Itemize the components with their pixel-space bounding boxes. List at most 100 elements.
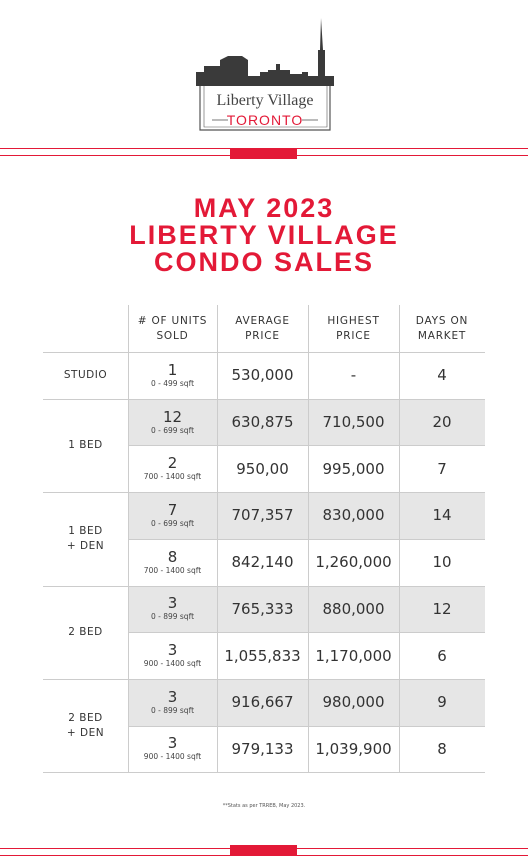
row-shade — [128, 585, 485, 633]
high: 710,500 — [322, 413, 385, 432]
accent — [230, 148, 297, 159]
group-label: 1 BED — [43, 399, 128, 492]
units: 12 — [162, 407, 183, 426]
label-line: 1 BED — [68, 438, 103, 451]
header-line: AVERAGE — [235, 314, 290, 327]
value-cell: 630,875 — [217, 399, 308, 446]
label-line: 2 BED — [68, 625, 103, 638]
avg: 707,357 — [231, 506, 294, 525]
value-cell: 950,00 — [217, 445, 308, 492]
group-label: 2 BED + DEN — [43, 679, 128, 772]
avg: 979,133 — [231, 739, 294, 758]
accent — [230, 845, 297, 856]
value-cell: 1,260,000 — [308, 539, 399, 586]
row-line — [128, 632, 485, 634]
column-header: DAYS ON MARKET — [399, 305, 485, 352]
size: 700 - 1400 sqft — [143, 565, 202, 575]
column-line — [399, 305, 400, 773]
group-label: 1 BED + DEN — [43, 492, 128, 585]
high: 980,000 — [322, 693, 385, 712]
avg: 530,000 — [231, 366, 294, 385]
header-line: HIGHEST — [327, 314, 380, 327]
high: 1,170,000 — [315, 646, 392, 665]
column-header: # OF UNITS SOLD — [128, 305, 217, 352]
days: 9 — [437, 693, 447, 712]
size: 900 - 1400 sqft — [143, 659, 202, 669]
value-cell: 880,000 — [308, 586, 399, 633]
label-line: STUDIO — [63, 368, 108, 381]
high: 995,000 — [322, 459, 385, 478]
units: 3 — [167, 734, 178, 753]
days: 12 — [432, 599, 452, 618]
column-line — [128, 305, 129, 773]
group-line — [43, 585, 485, 587]
units-cell: 3 900 - 1400 sqft — [128, 632, 217, 679]
group-line — [43, 678, 485, 680]
header-line: DAYS ON — [415, 314, 469, 327]
units: 3 — [167, 641, 178, 660]
value-cell: 842,140 — [217, 539, 308, 586]
column-line — [308, 305, 309, 773]
logo: Liberty Village TORONTO — [196, 18, 334, 131]
group-line — [43, 352, 485, 353]
value-cell: - — [308, 352, 399, 399]
value-cell: 1,039,900 — [308, 726, 399, 773]
group-label: STUDIO — [43, 352, 128, 399]
units: 7 — [167, 500, 178, 519]
value-cell: 12 — [399, 586, 485, 633]
value-cell: 830,000 — [308, 492, 399, 539]
units-cell: 12 0 - 699 sqft — [128, 399, 217, 446]
value-cell: 1,055,833 — [217, 632, 308, 679]
logo-name: Liberty Village — [217, 92, 314, 109]
column-header: AVERAGE PRICE — [217, 305, 308, 352]
row-line — [128, 725, 485, 727]
units-cell: 2 700 - 1400 sqft — [128, 445, 217, 492]
group-label: 2 BED — [43, 586, 128, 679]
title-line: MAY 2023 — [193, 193, 335, 223]
value-cell: 995,000 — [308, 445, 399, 492]
size: 0 - 699 sqft — [150, 425, 195, 435]
row-line — [128, 538, 485, 540]
group-line — [43, 492, 485, 494]
avg: 950,00 — [236, 459, 289, 478]
avg: 842,140 — [231, 553, 294, 572]
days: 8 — [437, 739, 447, 758]
size: 900 - 1400 sqft — [143, 752, 202, 762]
units: 3 — [167, 594, 178, 613]
size: 0 - 899 sqft — [150, 612, 195, 622]
avg: 630,875 — [231, 413, 294, 432]
high: - — [350, 366, 357, 385]
value-cell: 8 — [399, 726, 485, 773]
value-cell: 916,667 — [217, 679, 308, 726]
row-line — [128, 445, 485, 447]
high: 1,260,000 — [315, 553, 392, 572]
label-line: + DEN — [66, 726, 105, 739]
value-cell: 14 — [399, 492, 485, 539]
units: 2 — [167, 454, 178, 473]
units-cell: 3 900 - 1400 sqft — [128, 726, 217, 773]
logo-city: TORONTO — [227, 112, 304, 128]
row-shade — [128, 492, 485, 539]
header-line: PRICE — [336, 329, 371, 342]
value-cell: 707,357 — [217, 492, 308, 539]
row-shade — [128, 678, 485, 726]
label-line: 2 BED — [68, 711, 103, 724]
header-line: MARKET — [417, 329, 467, 342]
value-cell: 980,000 — [308, 679, 399, 726]
column-header: HIGHEST PRICE — [308, 305, 399, 352]
days: 10 — [432, 553, 452, 572]
avg: 916,667 — [231, 693, 294, 712]
value-cell: 1,170,000 — [308, 632, 399, 679]
size: 0 - 499 sqft — [150, 378, 195, 388]
value-cell: 9 — [399, 679, 485, 726]
units: 3 — [167, 687, 178, 706]
value-cell: 7 — [399, 445, 485, 492]
label-line: + DEN — [66, 539, 105, 552]
size: 0 - 699 sqft — [150, 518, 195, 528]
value-cell: 765,333 — [217, 586, 308, 633]
high: 1,039,900 — [315, 739, 392, 758]
